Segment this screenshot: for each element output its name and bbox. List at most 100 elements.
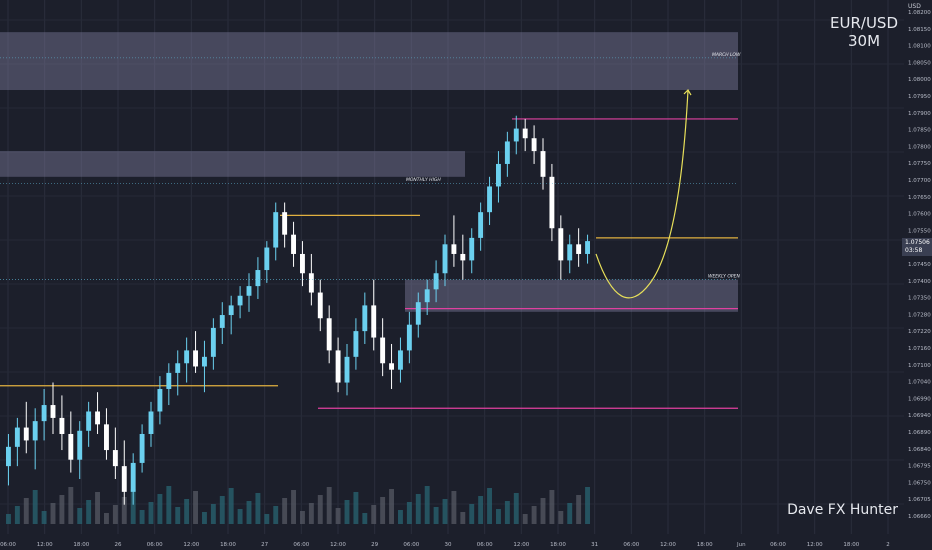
price-tick-label: 1.08200 xyxy=(908,10,931,16)
time-tick-label: 06:00 xyxy=(770,542,786,548)
candle-body xyxy=(32,421,38,441)
time-tick-label: 06:00 xyxy=(403,542,419,548)
symbol-label: EUR/USD 30M xyxy=(830,14,898,50)
volume-bar xyxy=(50,503,56,524)
time-tick-label: 18:00 xyxy=(843,542,859,548)
candle-body xyxy=(567,244,573,261)
zone-box xyxy=(405,279,738,312)
volume-bar xyxy=(344,500,350,524)
candle-body xyxy=(558,228,564,261)
candle-body xyxy=(282,212,288,235)
volume-bar xyxy=(130,489,136,524)
candle-body xyxy=(273,212,279,248)
candle-body xyxy=(264,247,270,271)
volume-bar xyxy=(504,501,510,524)
candle-body xyxy=(41,405,47,422)
price-tick-label: 1.07700 xyxy=(908,178,931,184)
candle-body xyxy=(326,318,332,351)
time-axis[interactable]: 06:00 12:00 18:00 26 06:00 12:00 18:00 27 06:00 1… xyxy=(0,536,932,550)
volume-bars xyxy=(6,486,590,524)
current-price: 1.07506 xyxy=(905,239,930,246)
volume-bar xyxy=(451,491,457,524)
volume-bar xyxy=(415,494,421,524)
price-tick-label: 1.08050 xyxy=(908,60,931,66)
price-tick-label: 1.07750 xyxy=(908,161,931,167)
volume-bar xyxy=(32,490,38,524)
candle-body xyxy=(415,302,421,325)
time-tick-label: 12:00 xyxy=(183,542,199,548)
volume-bar xyxy=(202,512,207,524)
volume-bar xyxy=(210,504,216,524)
volume-bar xyxy=(193,491,198,524)
price-tick-label: 1.07950 xyxy=(908,94,931,100)
volume-bar xyxy=(166,486,172,524)
candle-body xyxy=(389,363,394,370)
time-tick-label: 2 xyxy=(886,542,890,548)
volume-bar xyxy=(255,493,261,524)
time-tick-label: 26 xyxy=(115,542,122,548)
volume-bar xyxy=(549,490,555,524)
volume-bar xyxy=(389,489,394,524)
time-tick-label: 06:00 xyxy=(293,542,309,548)
volume-bar xyxy=(6,514,11,524)
price-tick-label: 1.07400 xyxy=(908,279,931,285)
candle-body xyxy=(130,462,136,492)
volume-bar xyxy=(398,510,403,524)
candle-body xyxy=(59,417,65,434)
volume-bar xyxy=(219,496,225,524)
volume-bar xyxy=(326,487,332,524)
price-tick-label: 1.07600 xyxy=(908,212,931,218)
time-tick-label: 18:00 xyxy=(550,542,566,548)
price-tick-label: 1.07280 xyxy=(908,312,931,318)
volume-bar xyxy=(59,495,65,524)
volume-bar xyxy=(104,513,109,524)
price-axis[interactable]: USD 1.08200 1.08150 1.08100 1.08050 1.08000 1… xyxy=(908,3,931,520)
volume-bar xyxy=(335,508,341,524)
volume-bar xyxy=(148,502,154,524)
candle-body xyxy=(202,356,207,367)
candle-body xyxy=(487,186,492,213)
candle-body xyxy=(50,405,56,418)
price-tick-label: 1.07100 xyxy=(908,363,931,369)
candle-body xyxy=(433,273,439,290)
time-tick-label: 12:00 xyxy=(37,542,53,548)
volume-bar xyxy=(23,498,29,524)
price-tick-label: 1.08000 xyxy=(908,77,931,83)
candle-body xyxy=(522,128,528,139)
volume-bar xyxy=(585,487,590,524)
volume-bar xyxy=(121,497,127,524)
volume-bar xyxy=(362,513,368,524)
volume-bar xyxy=(531,506,537,524)
candle-body xyxy=(255,270,261,287)
candle-body xyxy=(193,350,198,367)
volume-bar xyxy=(95,492,100,524)
price-tick-label: 1.06990 xyxy=(908,396,931,402)
candle-body xyxy=(104,424,109,451)
volume-bar xyxy=(317,495,323,524)
volume-bar xyxy=(264,514,270,524)
volume-bar xyxy=(184,499,190,524)
volume-bar xyxy=(540,498,546,524)
zone-box xyxy=(0,151,465,177)
time-tick-label: 27 xyxy=(261,542,268,548)
supply-demand-zones xyxy=(0,32,738,312)
price-tick-label: 1.07800 xyxy=(908,144,931,150)
candle-body xyxy=(219,315,225,328)
candle-body xyxy=(112,450,118,467)
price-tick-label: 1.06660 xyxy=(908,514,931,520)
candle-body xyxy=(308,273,314,293)
candle-body xyxy=(317,292,323,319)
candlesticks xyxy=(6,115,590,505)
candle-body xyxy=(14,427,20,447)
price-tick-label: 1.07450 xyxy=(908,262,931,268)
price-tick-label: 1.08100 xyxy=(908,44,931,50)
price-tick-label: 1.06795 xyxy=(908,464,931,470)
volume-bar xyxy=(77,508,83,524)
candle-body xyxy=(335,350,341,383)
candle-body xyxy=(6,446,11,467)
volume-bar xyxy=(175,507,181,524)
candle-body xyxy=(291,234,296,254)
volume-bar xyxy=(469,504,475,524)
candle-body xyxy=(344,356,350,383)
